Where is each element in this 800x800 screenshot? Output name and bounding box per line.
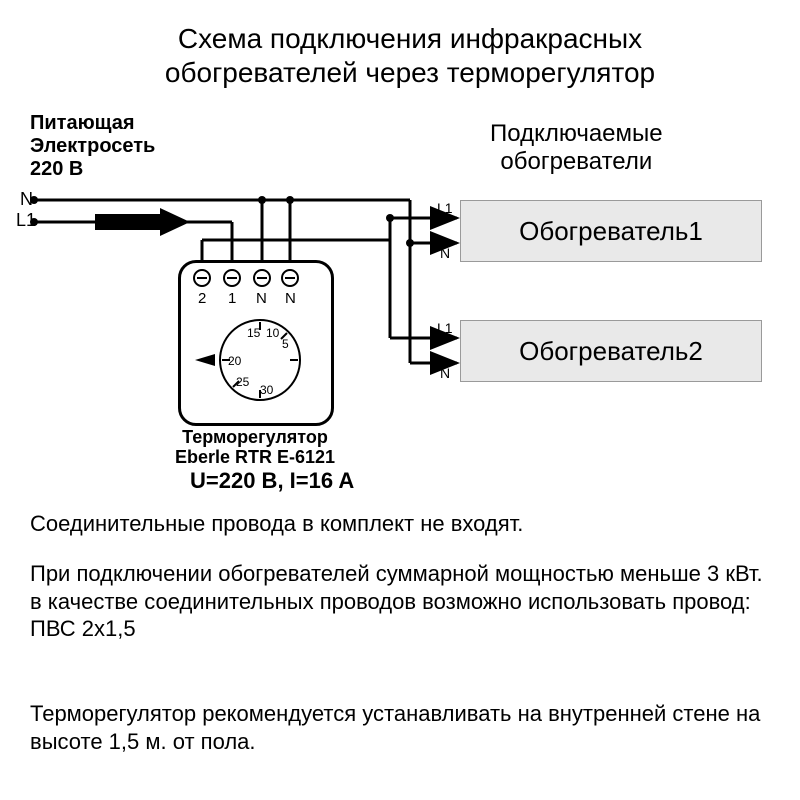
dial-25: 25 [236,375,250,389]
dial-30: 30 [260,383,274,397]
power-arrow-icon [95,208,190,236]
thermostat-dial: 5 10 15 20 25 30 [195,320,300,400]
thermostat-terminals [194,270,298,286]
dial-5: 5 [282,337,289,351]
dial-20: 20 [228,354,242,368]
heater1-L1-pin-label: L1 [437,200,453,216]
thermo-pin-N2: N [285,290,296,307]
thermo-pin-N1: N [256,290,267,307]
paragraph-3: Терморегулятор рекомендуется устанавлива… [30,700,770,755]
junction-N-branch [286,196,294,204]
junction-N-start [30,196,38,204]
heater1-N-pin-label: N [440,245,450,261]
paragraph-2: При подключении обогревателей суммарной … [30,560,770,643]
dial-pointer-icon [195,354,215,366]
junction-L1-start [30,218,38,226]
dial-15: 15 [247,326,261,340]
paragraph-1: Соединительные провода в комплект не вхо… [30,510,770,538]
wiring-diagram: N L1 L1 N [0,0,800,520]
thermo-pin-2: 2 [198,290,206,307]
thermo-pin-1: 1 [228,290,236,307]
heater2-L1-pin-label: L1 [437,320,453,336]
page-root: Схема подключения инфракрасных обогреват… [0,0,800,800]
heater2-N-pin-label: N [440,365,450,381]
dial-10: 10 [266,326,280,340]
junction-N-bus [406,239,414,247]
